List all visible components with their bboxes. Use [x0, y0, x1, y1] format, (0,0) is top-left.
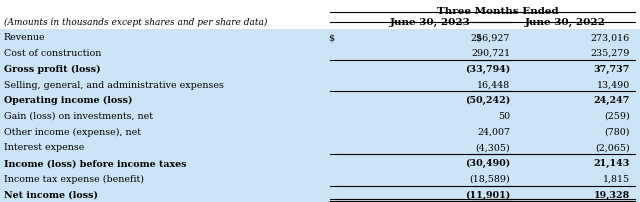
Text: Net income (loss): Net income (loss) — [4, 190, 98, 199]
Bar — [0, 124, 640, 139]
Text: Selling, general, and administrative expenses: Selling, general, and administrative exp… — [4, 80, 224, 89]
Text: June 30, 2023: June 30, 2023 — [390, 18, 470, 27]
Text: 273,016: 273,016 — [591, 33, 630, 42]
Text: Interest expense: Interest expense — [4, 143, 84, 152]
Text: Gain (loss) on investments, net: Gain (loss) on investments, net — [4, 112, 153, 120]
Text: 24,247: 24,247 — [594, 96, 630, 105]
Text: Other income (expense), net: Other income (expense), net — [4, 127, 141, 136]
Bar — [0, 108, 640, 124]
Text: (50,242): (50,242) — [465, 96, 510, 105]
Text: 1,815: 1,815 — [603, 174, 630, 183]
Text: 290,721: 290,721 — [471, 49, 510, 58]
Bar — [0, 93, 640, 108]
Text: Three Months Ended: Three Months Ended — [436, 7, 558, 16]
Text: 50: 50 — [498, 112, 510, 120]
Bar — [0, 61, 640, 77]
Bar — [0, 186, 640, 202]
Text: 13,490: 13,490 — [596, 80, 630, 89]
Bar — [0, 171, 640, 186]
Text: $: $ — [328, 33, 334, 42]
Bar — [0, 45, 640, 61]
Text: 235,279: 235,279 — [591, 49, 630, 58]
Text: (780): (780) — [605, 127, 630, 136]
Text: Revenue: Revenue — [4, 33, 45, 42]
Bar — [0, 77, 640, 93]
Text: (4,305): (4,305) — [476, 143, 510, 152]
Text: $: $ — [475, 33, 481, 42]
Text: June 30, 2022: June 30, 2022 — [525, 18, 605, 27]
Text: (Amounts in thousands except shares and per share data): (Amounts in thousands except shares and … — [4, 18, 268, 27]
Text: (30,490): (30,490) — [465, 158, 510, 167]
Text: Income (loss) before income taxes: Income (loss) before income taxes — [4, 158, 186, 167]
Text: 37,737: 37,737 — [594, 64, 630, 74]
Text: Income tax expense (benefit): Income tax expense (benefit) — [4, 174, 144, 183]
Text: 21,143: 21,143 — [594, 158, 630, 167]
Bar — [0, 0, 640, 30]
Text: (2,065): (2,065) — [595, 143, 630, 152]
Text: (11,901): (11,901) — [465, 190, 510, 199]
Text: Cost of construction: Cost of construction — [4, 49, 101, 58]
Text: 24,007: 24,007 — [477, 127, 510, 136]
Bar — [0, 155, 640, 171]
Bar — [0, 139, 640, 155]
Text: Gross profit (loss): Gross profit (loss) — [4, 64, 100, 74]
Bar — [0, 30, 640, 45]
Text: (33,794): (33,794) — [465, 64, 510, 74]
Text: (259): (259) — [604, 112, 630, 120]
Text: 16,448: 16,448 — [477, 80, 510, 89]
Text: 19,328: 19,328 — [594, 190, 630, 199]
Text: 256,927: 256,927 — [470, 33, 510, 42]
Text: (18,589): (18,589) — [469, 174, 510, 183]
Text: Operating income (loss): Operating income (loss) — [4, 96, 132, 105]
